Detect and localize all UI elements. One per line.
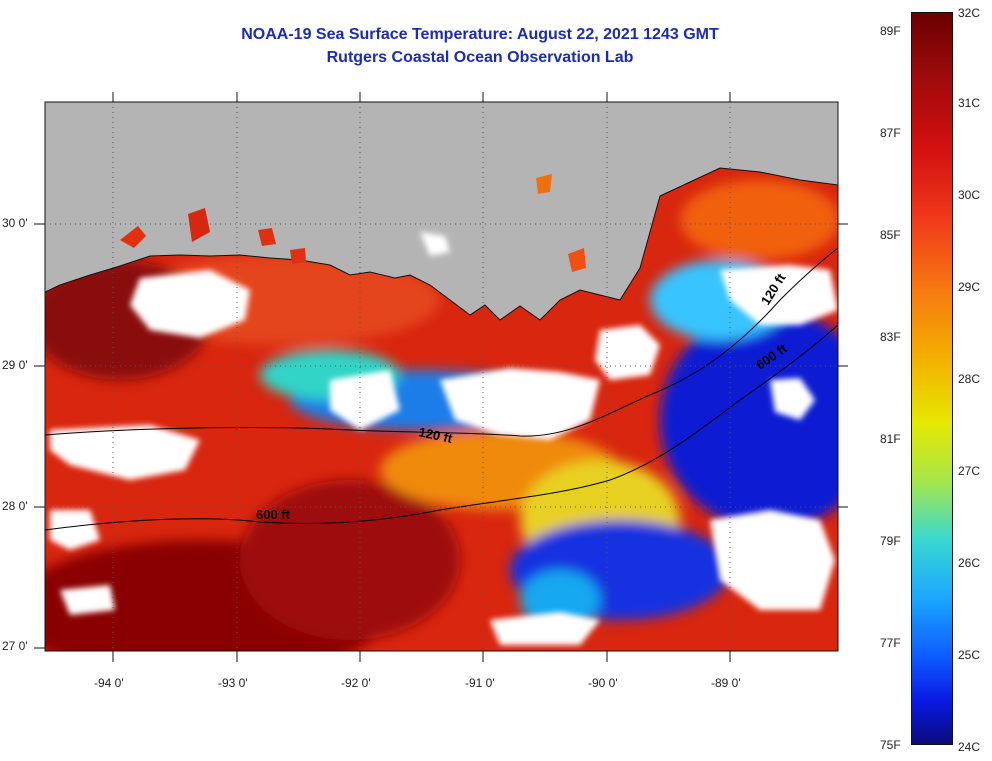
lat-label: 27 0' — [2, 639, 28, 653]
isobath-120ft — [45, 247, 838, 437]
lon-label: -94 0' — [94, 676, 124, 690]
inland-lakes — [120, 174, 586, 272]
lon-label: -92 0' — [341, 676, 371, 690]
colorbar-fahrenheit-label: 77F — [880, 636, 901, 650]
isobath-label: 600 ft — [256, 507, 291, 522]
colorbar-celsius-label: 24C — [958, 740, 981, 754]
colorbar-fahrenheit-label: 89F — [880, 24, 901, 38]
lon-label: -89 0' — [711, 676, 741, 690]
colorbar-celsius-label: 25C — [958, 648, 981, 662]
axis-ticks — [34, 92, 848, 662]
colorbar-celsius-label: 27C — [958, 464, 981, 478]
colorbar-fahrenheit-label: 85F — [880, 228, 901, 242]
lon-label: -90 0' — [588, 676, 618, 690]
isobath-600ft — [45, 324, 838, 531]
colorbar-fahrenheit-label: 81F — [880, 432, 901, 446]
lon-label: -91 0' — [465, 676, 495, 690]
lat-label: 30 0' — [2, 216, 28, 230]
graticule — [45, 102, 838, 651]
map-frame — [44, 101, 839, 652]
colorbar-fahrenheit-label: 79F — [880, 534, 901, 548]
colorbar-fahrenheit-label: 75F — [880, 738, 901, 752]
colorbar-celsius-label: 31C — [958, 96, 981, 110]
colorbar-fahrenheit-label: 83F — [880, 330, 901, 344]
isobath-label: 120 ft — [417, 424, 454, 446]
lon-label: -93 0' — [218, 676, 248, 690]
map-plot-area — [45, 102, 838, 651]
colorbar-celsius-label: 32C — [958, 6, 981, 20]
land-mass — [45, 102, 838, 321]
map-subtitle: Rutgers Coastal Ocean Observation Lab — [326, 49, 634, 66]
colorbar-celsius-label: 28C — [958, 372, 981, 386]
lat-label: 29 0' — [2, 358, 28, 372]
cloud-mask — [50, 232, 838, 645]
map-title: NOAA-19 Sea Surface Temperature: August … — [241, 26, 719, 43]
colorbar-celsius-label: 29C — [958, 280, 981, 294]
temperature-colorbar — [911, 12, 953, 745]
lat-label: 28 0' — [2, 499, 28, 513]
colorbar-celsius-label: 30C — [958, 188, 981, 202]
colorbar-celsius-label: 26C — [958, 556, 981, 570]
colorbar-fahrenheit-label: 87F — [880, 126, 901, 140]
